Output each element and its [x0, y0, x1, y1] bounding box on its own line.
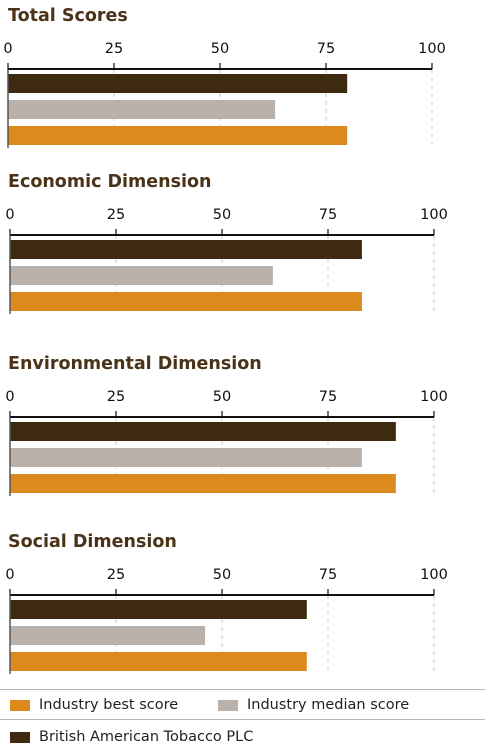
bar-chart: 0 25 50 75 100: [5, 207, 448, 314]
x-tick-label: 25: [107, 567, 125, 583]
bar-median: [10, 266, 273, 285]
legend-row-2: British American Tobacco PLC: [0, 722, 485, 752]
legend-row-1: Industry best score Industry median scor…: [0, 690, 485, 720]
bar-median: [10, 626, 206, 645]
bar-company: [10, 422, 396, 441]
legend-item-median: Industry median score: [218, 695, 409, 715]
bar-best: [10, 474, 396, 493]
bar-company: [8, 74, 348, 93]
chart-panel-3: Environmental Dimension 0 25 50 75 100: [0, 354, 485, 514]
x-tick-label: 25: [105, 41, 123, 57]
x-tick-label: 25: [107, 207, 125, 223]
panel-title: Total Scores: [8, 6, 128, 26]
x-tick-label: 75: [319, 207, 337, 223]
panel-title: Economic Dimension: [8, 172, 212, 192]
bar-company: [10, 600, 307, 619]
legend-divider-bottom: [0, 719, 485, 720]
bar-best: [10, 292, 362, 311]
bar-median: [10, 448, 362, 467]
bar-chart: 0 25 50 75 100: [3, 41, 446, 148]
x-tick-label: 0: [5, 389, 14, 405]
panel-title: Social Dimension: [8, 532, 177, 552]
legend-item-best: Industry best score: [10, 695, 178, 715]
chart-panel-2: Economic Dimension 0 25 50 75 100: [0, 172, 485, 332]
legend-item-company: British American Tobacco PLC: [10, 727, 253, 747]
x-tick-label: 100: [420, 567, 448, 583]
x-tick-label: 0: [3, 41, 12, 57]
legend-swatch-median: [218, 699, 238, 711]
bar-best: [8, 126, 348, 145]
x-tick-label: 50: [213, 567, 231, 583]
x-tick-label: 50: [213, 207, 231, 223]
x-tick-label: 50: [211, 41, 229, 57]
bar-chart: 0 25 50 75 100: [5, 389, 448, 496]
legend-label-best: Industry best score: [39, 697, 179, 713]
bar-company: [10, 240, 362, 259]
x-tick-label: 100: [420, 389, 448, 405]
bar-chart: 0 25 50 75 100: [5, 567, 448, 674]
panel-title: Environmental Dimension: [8, 354, 262, 374]
chart-panel-4: Social Dimension 0 25 50 75 100: [0, 532, 485, 692]
legend-label-company: British American Tobacco PLC: [39, 729, 254, 745]
x-tick-label: 0: [5, 567, 14, 583]
legend-swatch-company: [10, 731, 30, 743]
legend-divider-top: [0, 689, 485, 690]
x-tick-label: 50: [213, 389, 231, 405]
legend-swatch-best: [10, 699, 30, 711]
x-tick-label: 75: [319, 567, 337, 583]
x-tick-label: 0: [5, 207, 14, 223]
x-tick-label: 100: [420, 207, 448, 223]
bar-median: [8, 100, 276, 119]
x-tick-label: 25: [107, 389, 125, 405]
legend-label-median: Industry median score: [247, 697, 410, 713]
x-tick-label: 75: [317, 41, 335, 57]
bar-best: [10, 652, 307, 671]
x-tick-label: 75: [319, 389, 337, 405]
x-tick-label: 100: [418, 41, 446, 57]
chart-panel-1: Total Scores 0 25 50 75 100: [0, 6, 485, 166]
